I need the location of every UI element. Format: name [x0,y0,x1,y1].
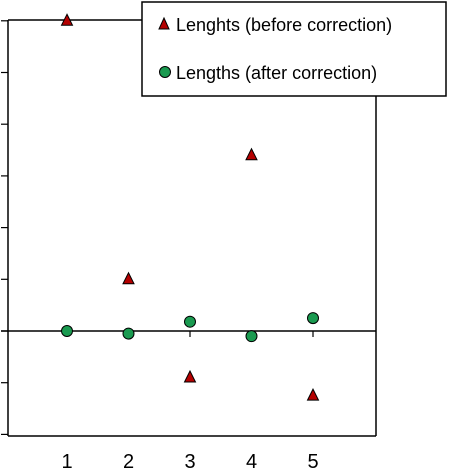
point-after-correction [245,330,258,343]
legend-box [141,1,447,97]
point-before-correction [122,271,135,285]
x-tick-label: 3 [184,451,195,470]
point-before-correction [60,13,74,26]
legend-triangle-marker [158,16,170,30]
point-after-correction [122,327,135,340]
point-before-correction [306,388,320,401]
point-after-correction [307,312,319,325]
legend-label-after: Lengths (after correction) [176,63,377,83]
points-layer [60,13,320,401]
point-after-correction [61,325,73,337]
x-tick-labels: 1 2 3 4 5 [61,451,318,473]
x-tick-label: 2 [123,451,134,470]
point-before-correction [183,369,197,383]
point-after-correction [184,315,196,328]
x-tick-label: 1 [61,451,72,470]
point-before-correction [245,147,258,161]
legend-circle-marker [159,66,171,78]
x-tick-label: 4 [246,451,257,470]
x-tick-label: 5 [307,451,318,470]
legend-label-before: Lenghts (before correction) [176,15,392,35]
legend: Lenghts (before correction) Lengths (aft… [141,1,447,97]
